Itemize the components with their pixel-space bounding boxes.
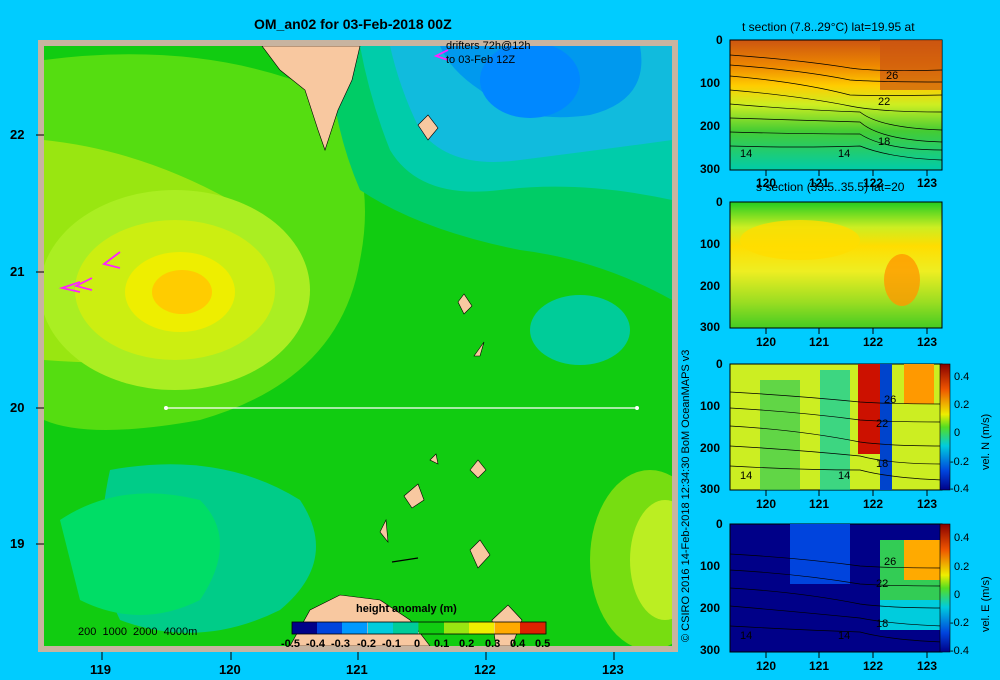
depth-tick: 0 (716, 195, 723, 209)
drifter-note: drifters 72h@12h (446, 40, 531, 52)
colorbar-tick: 0.5 (535, 638, 551, 650)
colorbar-tick: -0.1 (382, 638, 401, 650)
panel-lon-tick: 121 (809, 659, 830, 673)
lat-tick: 22 (10, 127, 25, 142)
contour-label: 14 (838, 148, 851, 160)
drifter-note: to 03-Feb 12Z (446, 54, 516, 66)
vel-cb-tick: 0.4 (954, 371, 970, 383)
contour-label: 26 (884, 556, 897, 568)
depth-legend: 200 1000 2000 4000m (78, 626, 198, 638)
drifter-arrow (101, 251, 121, 269)
colorbar-tick: -0.2 (357, 638, 376, 650)
panel-lon-tick: 123 (917, 335, 938, 349)
height-field (44, 46, 672, 646)
contour-label: 14 (740, 470, 753, 482)
panel-lon-tick: 121 (809, 335, 830, 349)
drifter-arrow (73, 277, 93, 291)
s-section-title: s section (33.5..35.5) lat=20 (756, 180, 905, 194)
colorbar-tick: 0 (414, 638, 421, 650)
contour-label: 18 (878, 136, 891, 148)
colorbar-tick: 0.1 (434, 638, 450, 650)
panel-lon-tick: 120 (756, 659, 777, 673)
depth-tick: 100 (700, 237, 721, 251)
vel-cb-tick: 0.4 (954, 532, 970, 544)
depth-tick: 200 (700, 601, 721, 615)
colorbar-tick: -0.3 (331, 638, 350, 650)
vel-cb-tick: 0 (954, 589, 961, 601)
panel-lon-tick: 123 (917, 497, 938, 511)
vel-cb-tick: 0 (954, 427, 961, 439)
depth-tick: 100 (700, 76, 721, 90)
vel-e-label: vel. E (m/s) (980, 576, 992, 632)
panel-lon-tick: 122 (863, 659, 884, 673)
vel-cb-tick: 0.2 (954, 399, 970, 411)
map-title: OM_an02 for 03-Feb-2018 00Z (254, 16, 452, 32)
panel-lon-tick: 122 (863, 176, 884, 190)
panel-lon-tick: 122 (863, 497, 884, 511)
vel-cb-tick: -0.4 (950, 645, 969, 657)
contour-label: 14 (838, 470, 851, 482)
depth-tick: 300 (700, 320, 721, 334)
panel-lon-tick: 120 (756, 335, 777, 349)
colorbar-tick: -0.4 (306, 638, 325, 650)
lat-tick: 19 (10, 536, 25, 551)
lon-tick: 123 (602, 662, 624, 677)
colorbar-tick: -0.5 (281, 638, 300, 650)
panel-lon-tick: 123 (917, 659, 938, 673)
lat-tick: 21 (10, 264, 25, 279)
vel-cb-tick: -0.2 (950, 456, 969, 468)
contour-label: 22 (876, 578, 889, 590)
t-section-title: t section (7.8..29°C) lat=19.95 at (742, 20, 915, 34)
colorbar-tick: 0.3 (485, 638, 501, 650)
panel-lon-tick: 122 (863, 335, 884, 349)
depth-tick: 0 (716, 357, 723, 371)
colorbar-tick: 0.2 (459, 638, 475, 650)
contour-label: 22 (876, 418, 889, 430)
colorbar-title: height anomaly (m) (356, 603, 457, 615)
depth-tick: 200 (700, 279, 721, 293)
vel-cb-tick: -0.4 (950, 483, 969, 495)
contour-label: 22 (878, 96, 891, 108)
depth-tick: 0 (716, 33, 723, 47)
panel-lon-tick: 120 (756, 176, 777, 190)
depth-tick: 100 (700, 399, 721, 413)
contour-label: 26 (886, 70, 899, 82)
contour-label: 14 (740, 630, 753, 642)
contour-label: 14 (740, 148, 753, 160)
height-colorbar (291, 621, 547, 635)
vel-cb-tick: 0.2 (954, 561, 970, 573)
colorbar-tick: 0.4 (510, 638, 526, 650)
vel-n-label: vel. N (m/s) (980, 413, 992, 470)
depth-tick: 300 (700, 643, 721, 657)
depth-tick: 200 (700, 441, 721, 455)
contour-label: 26 (884, 394, 897, 406)
panel-lon-tick: 121 (809, 176, 830, 190)
panel-lon-tick: 121 (809, 497, 830, 511)
vel-cb-tick: -0.2 (950, 617, 969, 629)
panel-lon-tick: 123 (917, 176, 938, 190)
contour-label: 18 (876, 458, 889, 470)
drifter-arrow (433, 49, 449, 61)
lon-tick: 120 (219, 662, 241, 677)
depth-tick: 300 (700, 482, 721, 496)
lon-tick: 122 (474, 662, 496, 677)
depth-tick: 100 (700, 559, 721, 573)
depth-tick: 300 (700, 162, 721, 176)
depth-tick: 0 (716, 517, 723, 531)
panel-lon-tick: 120 (756, 497, 777, 511)
drifter-arrow (58, 281, 81, 293)
lon-tick: 119 (90, 662, 111, 677)
lat-tick: 20 (10, 400, 25, 415)
contour-label: 14 (838, 630, 851, 642)
contour-label: 18 (876, 618, 889, 630)
depth-tick: 200 (700, 119, 721, 133)
lon-tick: 121 (346, 662, 368, 677)
